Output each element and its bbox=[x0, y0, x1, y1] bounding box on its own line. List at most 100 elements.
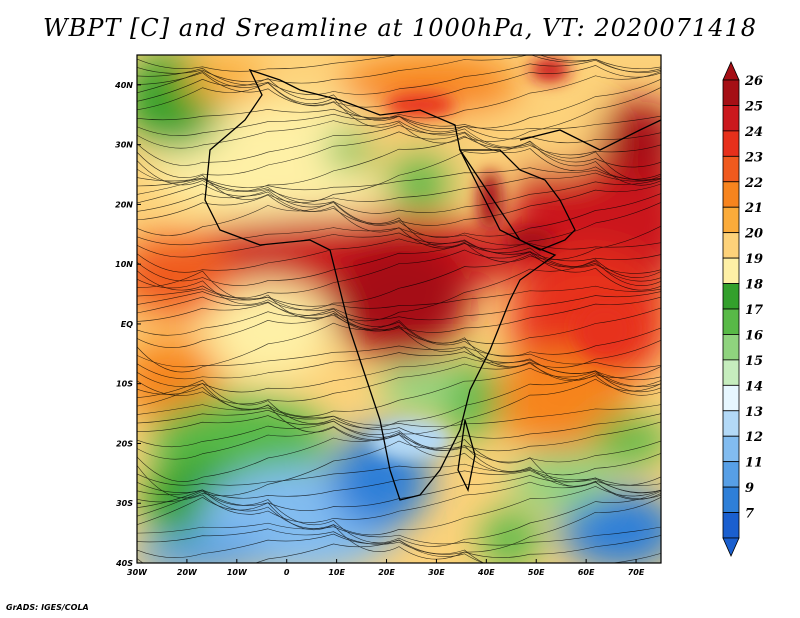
streamline bbox=[137, 227, 661, 250]
colorbar-label: 14 bbox=[745, 379, 763, 394]
colorbar-label: 12 bbox=[745, 430, 763, 445]
streamline bbox=[137, 194, 661, 250]
colorbar-swatch bbox=[722, 79, 740, 106]
streamline bbox=[137, 308, 661, 357]
lon-label: 30W bbox=[127, 568, 148, 577]
streamline bbox=[137, 432, 661, 487]
colorbar-swatch bbox=[722, 232, 740, 259]
lon-label: 20E bbox=[378, 568, 395, 577]
temperature-field bbox=[137, 55, 661, 563]
colorbar-label: 23 bbox=[744, 150, 763, 165]
colorbar-label: 18 bbox=[745, 278, 763, 293]
streamline bbox=[137, 65, 661, 108]
streamline bbox=[137, 55, 661, 84]
lat-label: 40N bbox=[114, 81, 133, 90]
colorbar-swatch bbox=[722, 130, 740, 157]
coastlines bbox=[204, 68, 661, 501]
streamline bbox=[137, 135, 661, 192]
streamline bbox=[137, 172, 661, 202]
colorbar-swatch bbox=[722, 206, 740, 234]
colorbar-label: 21 bbox=[744, 201, 763, 216]
colorbar-label: 16 bbox=[745, 328, 763, 343]
streamline bbox=[137, 404, 661, 428]
grads-credit: GrADS: IGES/COLA bbox=[6, 603, 89, 612]
streamline bbox=[137, 378, 661, 441]
colorbar-label: 15 bbox=[745, 354, 763, 369]
streamline bbox=[137, 70, 661, 120]
colorbar-swatch bbox=[722, 181, 740, 208]
streamline bbox=[137, 167, 661, 191]
colorbar-label: 24 bbox=[744, 125, 763, 140]
streamline bbox=[137, 183, 661, 226]
colorbar-swatch bbox=[722, 435, 740, 463]
colorbar: 26 25 24 23 22 21 20 19 18 17 16 15 14 13 12 11 9 7 bbox=[722, 61, 763, 557]
streamline bbox=[137, 497, 661, 560]
streamline bbox=[137, 82, 661, 144]
colorbar-bottom-arrow bbox=[722, 537, 740, 557]
lon-label: 30E bbox=[428, 568, 445, 577]
lat-label: 10S bbox=[116, 380, 133, 389]
streamline bbox=[137, 463, 661, 486]
lat-label: 20N bbox=[115, 200, 133, 209]
streamline bbox=[137, 362, 661, 405]
lon-label: 50E bbox=[528, 568, 545, 577]
streamline bbox=[137, 528, 661, 558]
streamline bbox=[137, 420, 661, 463]
streamline bbox=[137, 367, 661, 417]
lon-label: 40E bbox=[477, 568, 495, 577]
streamline bbox=[137, 55, 661, 72]
map-title: WBPT [C] and Sreamline at 1000hPa, VT: 2… bbox=[42, 14, 758, 42]
colorbar-label: 9 bbox=[745, 481, 754, 496]
colorbar-swatch bbox=[722, 461, 740, 488]
lon-label: 60E bbox=[578, 568, 595, 577]
colorbar-label: 25 bbox=[744, 99, 763, 114]
lon-label: 0 bbox=[284, 568, 290, 577]
streamlines bbox=[137, 55, 661, 563]
colorbar-label: 20 bbox=[744, 227, 763, 242]
colorbar-label: 26 bbox=[744, 74, 763, 89]
streamline bbox=[137, 178, 661, 214]
streamline bbox=[137, 201, 661, 263]
colorbar-label: 13 bbox=[745, 405, 763, 420]
streamline bbox=[137, 232, 661, 262]
colorbar-swatch bbox=[722, 283, 740, 310]
lon-ticks: 30W 20W 10W 0 10E 20E 30E 40E 50E 60E 70E bbox=[127, 559, 645, 577]
streamline bbox=[137, 120, 661, 156]
lat-label: 30N bbox=[115, 141, 133, 150]
colorbar-label: 7 bbox=[745, 507, 754, 522]
colorbar-label: 22 bbox=[744, 176, 763, 191]
lon-label: 10W bbox=[227, 568, 248, 577]
colorbar-label: 17 bbox=[745, 303, 763, 318]
streamline bbox=[137, 189, 661, 238]
lat-label: 20S bbox=[116, 439, 133, 448]
streamline bbox=[137, 356, 661, 393]
colorbar-swatch bbox=[722, 334, 740, 361]
lat-label: 40S bbox=[115, 559, 133, 568]
streamline bbox=[137, 351, 661, 380]
streamline bbox=[137, 254, 661, 311]
streamline bbox=[137, 539, 485, 563]
lon-label: 20W bbox=[177, 568, 198, 577]
lat-label: 10N bbox=[115, 260, 133, 269]
colorbar-swatch bbox=[722, 512, 740, 539]
streamline bbox=[137, 426, 661, 476]
streamline bbox=[137, 486, 661, 536]
streamline bbox=[137, 285, 661, 309]
colorbar-swatch bbox=[722, 486, 740, 513]
streamline bbox=[137, 302, 661, 345]
streamline bbox=[137, 372, 661, 429]
lat-ticks: 40N 30N 20N 10N EQ 10S 20S 30S 40S bbox=[114, 81, 141, 568]
colorbar-swatch bbox=[722, 410, 740, 437]
colorbar-label: 19 bbox=[745, 252, 763, 267]
map-frame bbox=[136, 54, 662, 564]
streamline bbox=[137, 345, 661, 368]
streamline bbox=[137, 313, 661, 368]
streamline bbox=[137, 124, 661, 168]
lon-label: 10E bbox=[328, 568, 345, 577]
streamline bbox=[137, 481, 661, 523]
colorbar-top-arrow bbox=[722, 61, 740, 81]
streamline bbox=[137, 113, 661, 144]
streamline bbox=[137, 291, 661, 321]
colorbar-label: 11 bbox=[745, 456, 763, 471]
